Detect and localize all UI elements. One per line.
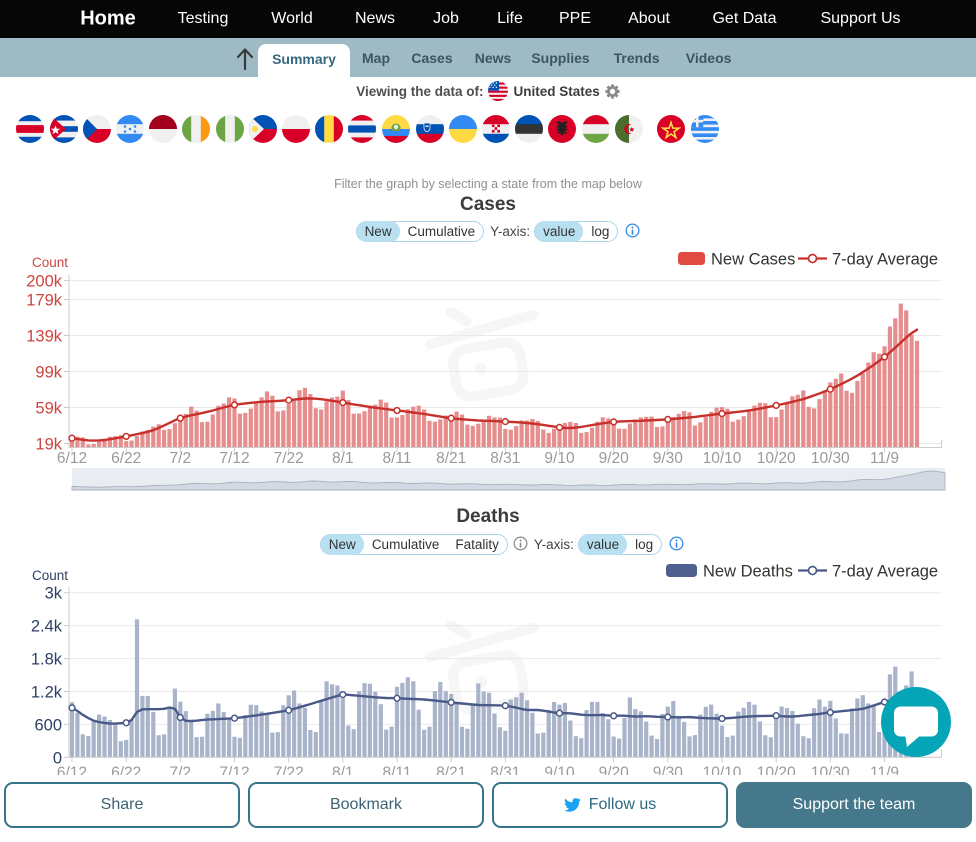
svg-text:New Cases: New Cases xyxy=(711,251,795,269)
svg-text:Count: Count xyxy=(32,568,68,583)
svg-text:6/12: 6/12 xyxy=(57,450,87,467)
svg-text:7/2: 7/2 xyxy=(170,450,192,467)
svg-text:0: 0 xyxy=(53,749,62,767)
svg-text:99k: 99k xyxy=(35,364,62,382)
svg-text:7-day Average: 7-day Average xyxy=(832,563,938,581)
svg-text:6/22: 6/22 xyxy=(111,450,141,467)
svg-text:59k: 59k xyxy=(35,400,62,418)
svg-text:8/11: 8/11 xyxy=(382,450,411,467)
svg-text:200k: 200k xyxy=(26,273,63,291)
svg-text:600: 600 xyxy=(34,716,62,734)
svg-text:7/22: 7/22 xyxy=(274,450,304,467)
svg-text:10/30: 10/30 xyxy=(811,450,850,467)
svg-text:19k: 19k xyxy=(35,436,62,454)
svg-text:7-day Average: 7-day Average xyxy=(832,251,938,269)
svg-text:New Deaths: New Deaths xyxy=(703,563,793,581)
svg-text:9/20: 9/20 xyxy=(599,450,630,467)
svg-text:9/30: 9/30 xyxy=(653,450,684,467)
svg-text:2.4k: 2.4k xyxy=(31,618,63,636)
svg-text:9/10: 9/10 xyxy=(544,450,575,467)
svg-text:8/31: 8/31 xyxy=(490,450,520,467)
svg-text:179k: 179k xyxy=(26,292,63,310)
svg-text:1.8k: 1.8k xyxy=(31,651,63,669)
svg-text:10/20: 10/20 xyxy=(757,450,796,467)
svg-text:1.2k: 1.2k xyxy=(31,684,63,702)
svg-text:8/1: 8/1 xyxy=(332,450,354,467)
svg-text:10/10: 10/10 xyxy=(703,450,742,467)
svg-text:11/9: 11/9 xyxy=(870,450,899,467)
svg-text:8/21: 8/21 xyxy=(436,450,466,467)
svg-text:7/12: 7/12 xyxy=(219,450,249,467)
svg-text:139k: 139k xyxy=(26,328,63,346)
svg-text:Count: Count xyxy=(32,255,68,270)
svg-text:3k: 3k xyxy=(45,585,63,603)
